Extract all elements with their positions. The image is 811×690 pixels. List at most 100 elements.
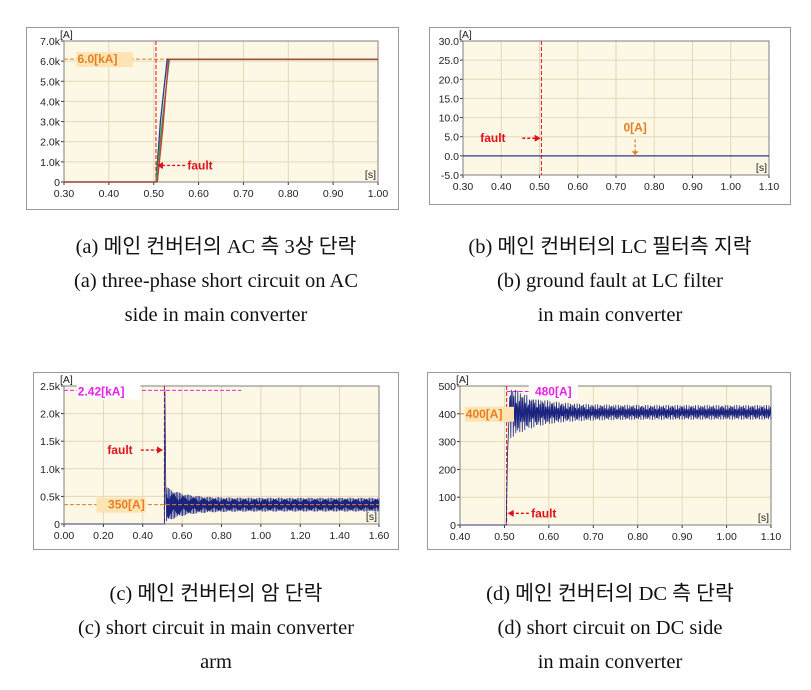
- chart-b-svg: 0.30 0.40 0.50 0.60 0.70 0.80 0.90 1.00 1.10 -5.0…: [429, 27, 791, 205]
- caption-d-english-2: in main converter: [537, 651, 683, 673]
- x-tick-label: 0.60: [172, 530, 193, 542]
- fault-arrow-b-head: [534, 134, 541, 142]
- y-tick-label: 4.0k: [40, 96, 61, 108]
- x-tick-label: 0.70: [583, 531, 604, 543]
- phase-current-series-3: [64, 58, 378, 183]
- caption-c-english-2: arm: [200, 651, 232, 673]
- y-tick-label: 15.0: [439, 93, 460, 105]
- x-tick-label: 0.80: [627, 531, 648, 543]
- x-tick-label: 0.60: [568, 181, 589, 193]
- x-tick-label: 0.40: [491, 181, 512, 193]
- caption-d: (d) 메인 컨버터의 DC 측 단락 (d) short circuit on…: [415, 577, 805, 679]
- y-unit-label: [A]: [456, 374, 469, 386]
- x-tick-label: 0.40: [450, 531, 471, 543]
- y-tick-label: 300: [438, 437, 456, 449]
- x-unit-label: [s]: [758, 512, 769, 524]
- x-tick-label: 0.40: [133, 530, 154, 542]
- chart-b: 0.30 0.40 0.50 0.60 0.70 0.80 0.90 1.00 1.10 -5.0…: [429, 27, 791, 205]
- chart-c: 0.00 0.20 0.40 0.60 0.80 1.00 1.20 1.40 1.60 0 0.5…: [33, 372, 399, 550]
- y-tick-label: 2.5k: [40, 381, 61, 393]
- caption-b-korean: (b) 메인 컨버터의 LC 필터측 지락: [468, 236, 752, 258]
- y-tick-label: -5.0: [441, 170, 459, 182]
- y-tick-label: 7.0k: [40, 36, 61, 48]
- y-tick-label: 5.0: [444, 132, 459, 144]
- caption-d-korean: (d) 메인 컨버터의 DC 측 단락: [486, 583, 734, 605]
- y-tick-label: 0: [450, 520, 456, 532]
- label-400a: 400[A]: [466, 407, 503, 421]
- caption-d-english-1: (d) short circuit on DC side: [497, 617, 723, 639]
- label-350a: 350[A]: [108, 498, 145, 512]
- y-unit-label: [A]: [459, 29, 472, 41]
- x-tick-label: 1.00: [251, 530, 272, 542]
- label-0a-bg: [617, 120, 653, 136]
- plot-border: [462, 40, 770, 176]
- y-tick-label: 0.5k: [40, 491, 61, 503]
- x-tick-label: 0.90: [682, 181, 703, 193]
- fault-arrow-d-head: [507, 509, 514, 517]
- fault-arrow-c-head: [157, 446, 164, 454]
- chart-c-svg: 0.00 0.20 0.40 0.60 0.80 1.00 1.20 1.40 1.60 0 0.5…: [33, 372, 399, 550]
- plot-border: [63, 40, 379, 183]
- fault-label-b: fault: [480, 131, 505, 145]
- x-tick-label: 0.80: [211, 530, 232, 542]
- x-tick-label: 0.30: [54, 188, 75, 200]
- x-tick-label: 0.80: [644, 181, 665, 193]
- y-tick-label: 20.0: [439, 74, 460, 86]
- x-tick-label: 1.60: [369, 530, 390, 542]
- fault-label-a: fault: [187, 158, 212, 172]
- label-480a-bg: [528, 384, 578, 400]
- y-tick-label: 400: [438, 409, 456, 421]
- caption-b-english-1: (b) ground fault at LC filter: [496, 270, 723, 292]
- y-tick-label: 10.0: [439, 113, 460, 125]
- plot-border: [459, 385, 772, 526]
- x-tick-label: 0.00: [54, 530, 75, 542]
- label-6ka-bg: [76, 52, 133, 68]
- caption-c: (c) 메인 컨버터의 암 단락 (c) short circuit in ma…: [26, 577, 406, 679]
- x-tick-label: 1.00: [368, 188, 389, 200]
- fault-label-c: fault: [107, 443, 132, 457]
- zero-arrow-head: [631, 151, 639, 156]
- label-400a-bg: [464, 406, 514, 422]
- caption-a-english-2: side in main converter: [124, 304, 308, 326]
- x-tick-label: 0.90: [323, 188, 344, 200]
- y-tick-label: 0: [54, 177, 60, 189]
- y-tick-label: 0.0: [444, 151, 459, 163]
- y-tick-label: 2.0k: [40, 137, 61, 149]
- caption-b-english-2: in main converter: [537, 304, 683, 326]
- y-tick-label: 1.0k: [40, 464, 61, 476]
- y-tick-label: 2.0k: [40, 409, 61, 421]
- y-tick-label: 1.5k: [40, 436, 61, 448]
- label-480a: 480[A]: [535, 385, 572, 399]
- y-tick-label: 0: [54, 519, 60, 531]
- x-tick-label: 0.40: [99, 188, 120, 200]
- y-tick-label: 25.0: [439, 55, 460, 67]
- x-tick-label: 0.60: [188, 188, 209, 200]
- caption-a-english-1: (a) three-phase short circuit on AC: [73, 270, 359, 292]
- y-unit-label: [A]: [60, 29, 73, 41]
- x-tick-label: 0.80: [278, 188, 299, 200]
- x-tick-label: 1.00: [716, 531, 737, 543]
- y-tick-label: 3.0k: [40, 117, 61, 129]
- y-unit-label: [A]: [60, 374, 73, 386]
- x-tick-label: 0.70: [233, 188, 254, 200]
- y-tick-label: 30.0: [439, 36, 460, 48]
- x-tick-label: 0.50: [529, 181, 550, 193]
- label-350a-bg: [96, 497, 146, 513]
- fault-label-d: fault: [531, 506, 556, 520]
- chart-a-svg: 0.30 0.40 0.50 0.60 0.70 0.80 0.90 1.00 0 1.0k 2.0…: [26, 27, 399, 210]
- dc-fault-current-series: [460, 389, 772, 526]
- caption-c-english-1: (c) short circuit in main converter: [77, 617, 355, 639]
- x-unit-label: [s]: [365, 169, 376, 181]
- label-peak-c: 2.42[kA]: [78, 384, 125, 398]
- x-tick-label: 0.30: [453, 181, 474, 193]
- plot-border: [63, 385, 380, 525]
- x-tick-label: 0.50: [494, 531, 515, 543]
- caption-c-korean: (c) 메인 컨버터의 암 단락: [109, 583, 323, 605]
- chart-d-svg: 0.40 0.50 0.60 0.70 0.80 0.90 1.00 1.10 0 100 200 3…: [427, 372, 791, 550]
- y-tick-label: 200: [438, 464, 456, 476]
- x-unit-label: [s]: [756, 162, 767, 174]
- x-tick-label: 0.20: [93, 530, 114, 542]
- y-tick-label: 5.0k: [40, 76, 61, 88]
- x-tick-label: 0.90: [672, 531, 693, 543]
- label-6ka: 6.0[kA]: [77, 52, 117, 66]
